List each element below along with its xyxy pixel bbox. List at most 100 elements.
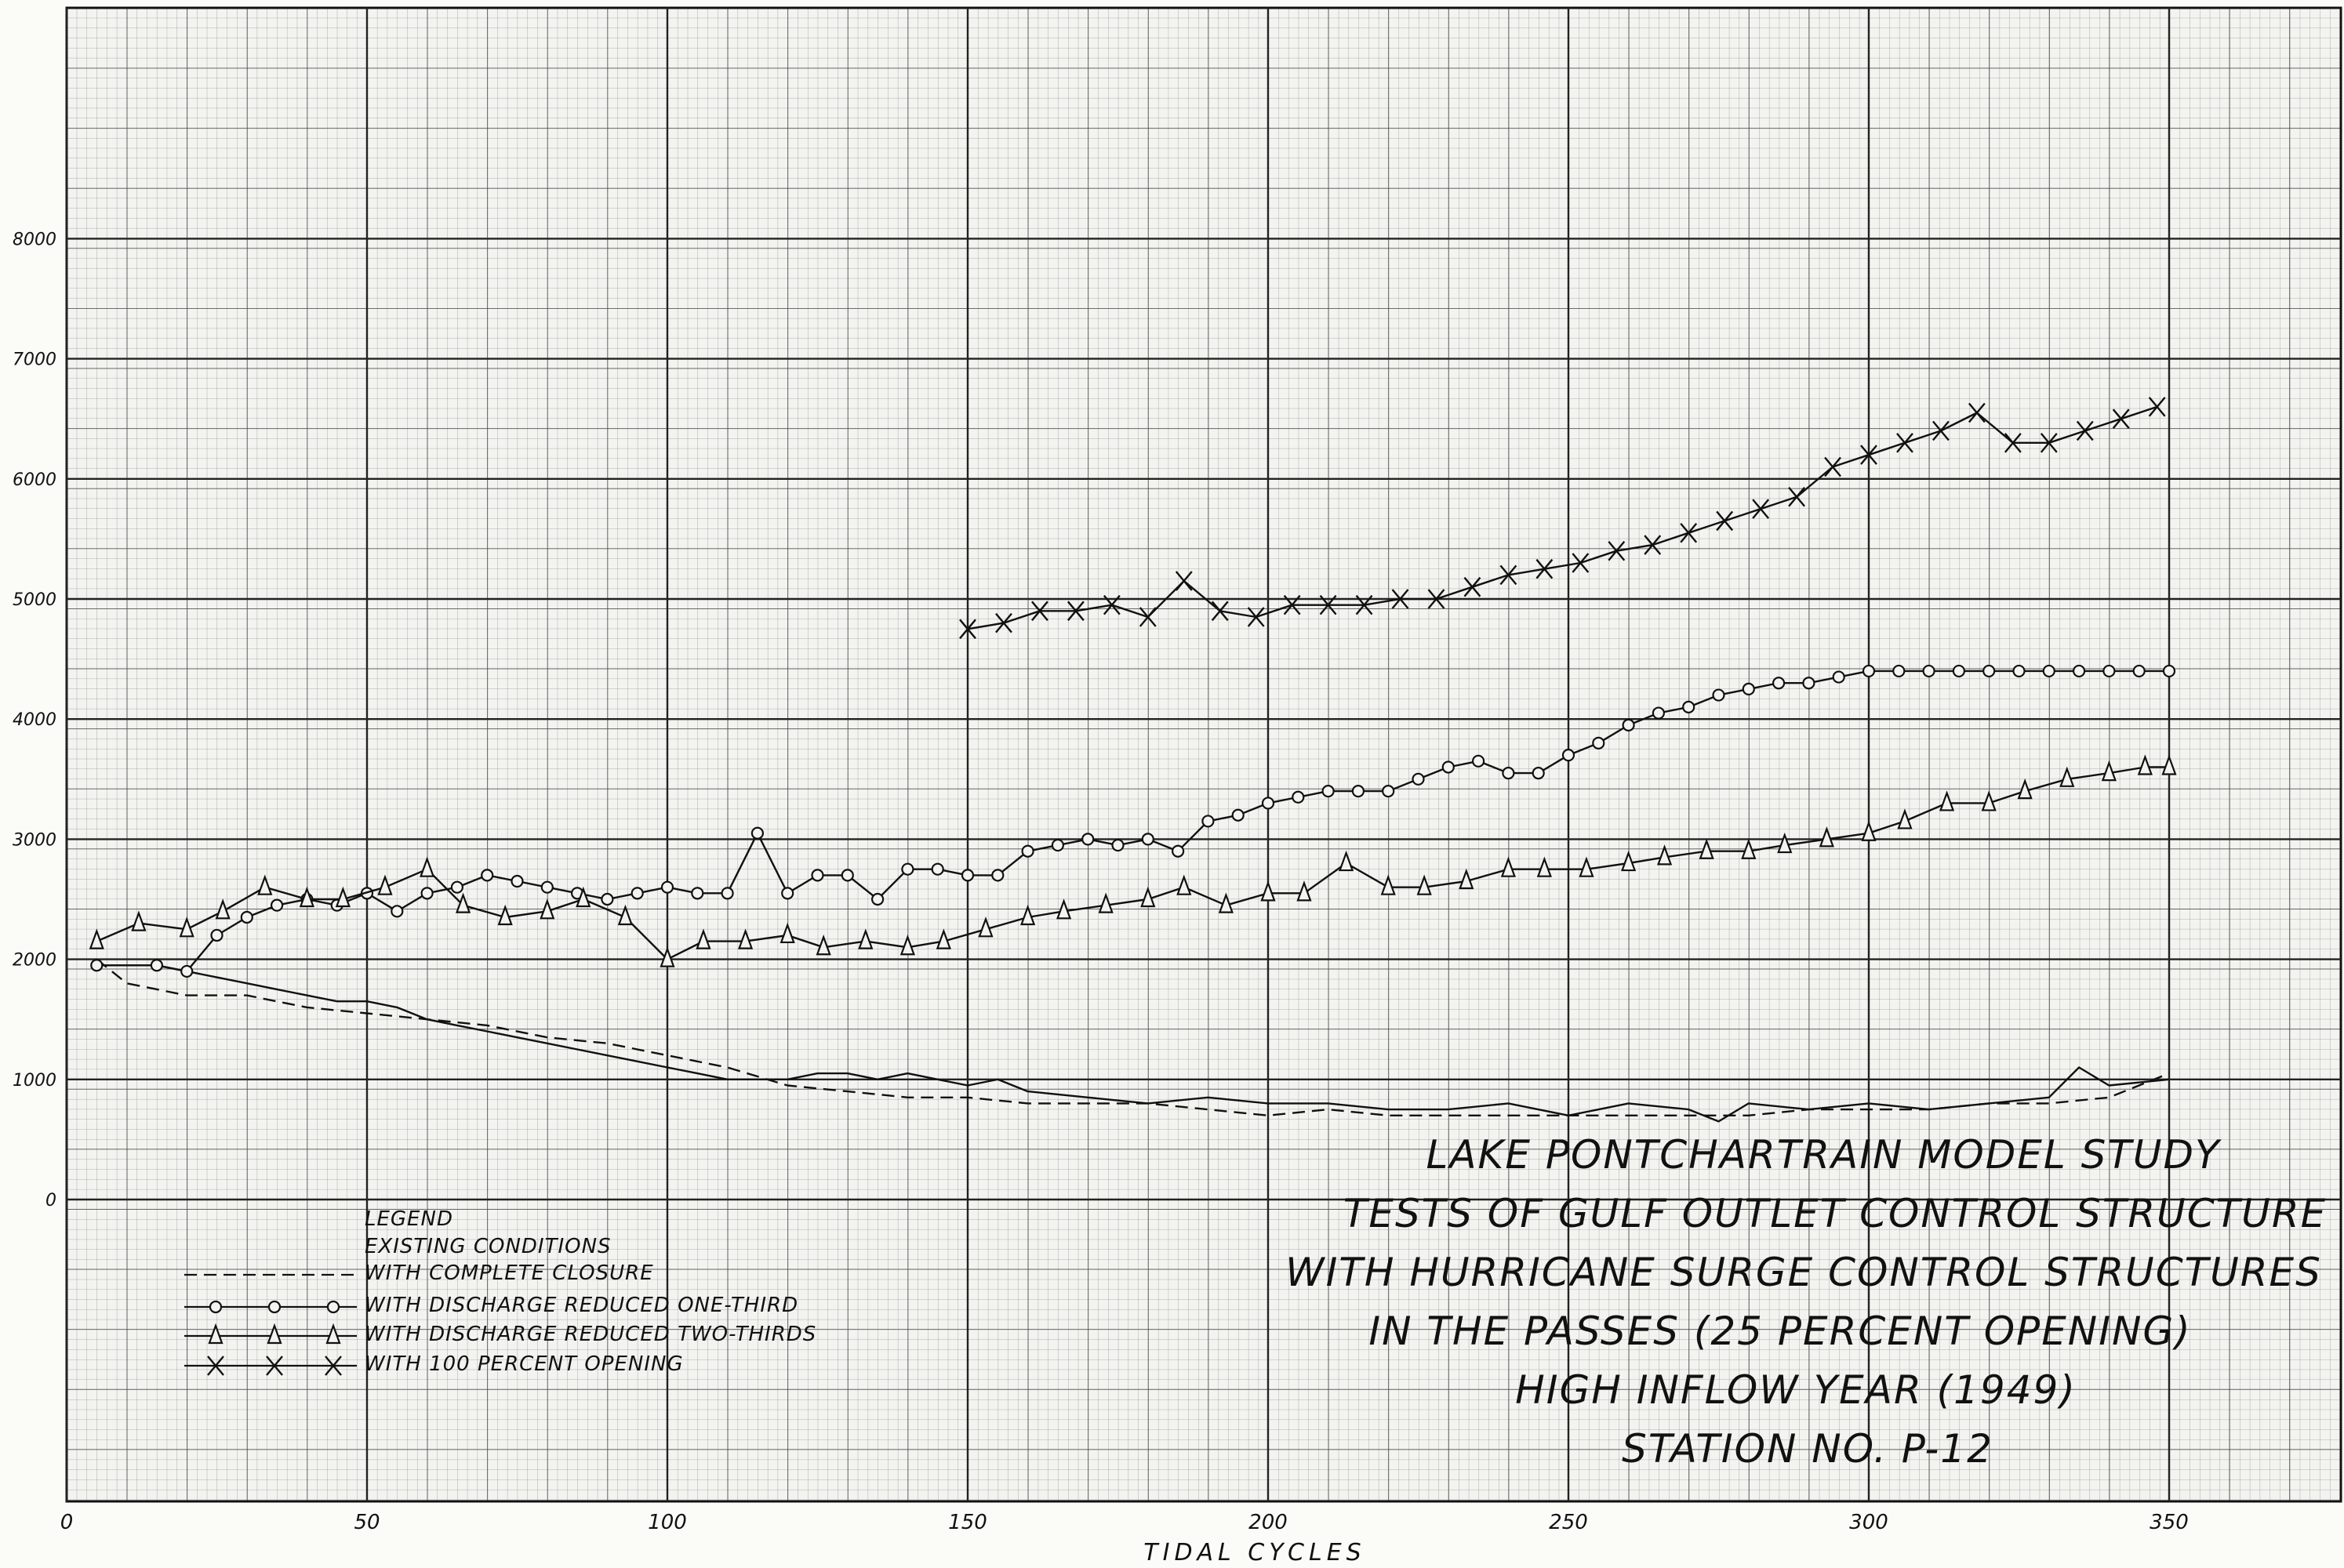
data-point-circle bbox=[422, 887, 433, 898]
x-axis-tick-labels: 0 50 100 150 200 250 300 350 bbox=[60, 1511, 2189, 1534]
data-point-circle bbox=[1383, 786, 1394, 797]
data-point-circle bbox=[1052, 840, 1063, 851]
legend-entry-label: WITH DISCHARGE REDUCED TWO-THIRDS bbox=[365, 1323, 816, 1346]
data-point-circle bbox=[328, 1301, 339, 1312]
data-point-circle bbox=[1263, 797, 1274, 808]
data-point-circle bbox=[692, 887, 703, 898]
data-point-circle bbox=[91, 960, 102, 971]
data-point-circle bbox=[1863, 666, 1874, 677]
data-point-circle bbox=[2134, 666, 2145, 677]
data-point-circle bbox=[1082, 833, 1093, 844]
data-point-circle bbox=[1292, 792, 1303, 803]
data-point-circle bbox=[1413, 774, 1424, 785]
title-line: HIGH INFLOW YEAR (1949) bbox=[1515, 1367, 2077, 1413]
x-tick-label: 200 bbox=[1248, 1511, 1288, 1534]
data-point-circle bbox=[512, 876, 523, 887]
data-point-circle bbox=[1023, 846, 1034, 857]
data-point-circle bbox=[181, 966, 192, 977]
data-point-circle bbox=[722, 887, 733, 898]
data-point-circle bbox=[842, 869, 853, 880]
x-tick-label: 250 bbox=[1549, 1511, 1588, 1534]
y-tick-label: 0 bbox=[45, 1191, 56, 1210]
data-point-circle bbox=[1924, 666, 1935, 677]
data-point-circle bbox=[1233, 810, 1244, 821]
title-line: WITH HURRICANE SURGE CONTROL STRUCTURES bbox=[1285, 1250, 2322, 1295]
y-axis-tick-labels: 0 1000 2000 3000 4000 5000 6000 7000 8000 bbox=[13, 230, 56, 1210]
data-point-circle bbox=[2014, 666, 2025, 677]
data-point-circle bbox=[1713, 690, 1724, 701]
y-tick-label: 8000 bbox=[13, 230, 56, 249]
data-point-circle bbox=[902, 864, 913, 875]
x-tick-label: 0 bbox=[60, 1511, 74, 1534]
data-point-circle bbox=[212, 930, 223, 941]
data-point-circle bbox=[269, 1301, 280, 1312]
data-point-circle bbox=[1833, 672, 1844, 683]
data-point-circle bbox=[151, 960, 162, 971]
title-line: LAKE PONTCHARTRAIN MODEL STUDY bbox=[1426, 1132, 2221, 1178]
title-line: TESTS OF GULF OUTLET CONTROL STRUCTURE bbox=[1343, 1191, 2327, 1236]
legend-entry-label: EXISTING CONDITIONS bbox=[365, 1235, 612, 1258]
data-point-circle bbox=[782, 887, 793, 898]
data-point-circle bbox=[752, 828, 763, 839]
data-point-circle bbox=[962, 869, 973, 880]
data-point-circle bbox=[1953, 666, 1964, 677]
data-point-circle bbox=[632, 887, 643, 898]
title-line: STATION NO. P-12 bbox=[1622, 1426, 1993, 1472]
data-point-circle bbox=[1353, 786, 1364, 797]
data-point-circle bbox=[1202, 815, 1213, 826]
y-tick-label: 4000 bbox=[13, 710, 56, 730]
y-tick-label: 6000 bbox=[13, 470, 56, 490]
y-tick-label: 1000 bbox=[13, 1071, 56, 1091]
legend-entry: EXISTING CONDITIONS bbox=[365, 1235, 612, 1258]
data-point-circle bbox=[1113, 840, 1124, 851]
data-point-circle bbox=[210, 1301, 221, 1312]
y-tick-label: 3000 bbox=[13, 830, 56, 850]
data-point-circle bbox=[452, 882, 463, 893]
data-point-circle bbox=[1172, 846, 1183, 857]
data-point-circle bbox=[482, 869, 492, 880]
data-point-circle bbox=[2044, 666, 2055, 677]
x-tick-label: 100 bbox=[648, 1511, 687, 1534]
data-point-circle bbox=[601, 894, 612, 905]
data-point-circle bbox=[812, 869, 823, 880]
data-point-circle bbox=[1803, 677, 1814, 688]
data-point-circle bbox=[872, 894, 883, 905]
data-point-circle bbox=[391, 906, 402, 916]
data-point-circle bbox=[2103, 666, 2114, 677]
data-point-circle bbox=[1653, 708, 1664, 719]
legend-entry-label: WITH DISCHARGE REDUCED ONE-THIRD bbox=[365, 1294, 798, 1317]
data-point-circle bbox=[932, 864, 943, 875]
data-point-circle bbox=[1623, 720, 1634, 731]
data-point-circle bbox=[2073, 666, 2084, 677]
y-tick-label: 7000 bbox=[13, 350, 56, 370]
data-point-circle bbox=[1683, 702, 1694, 713]
data-point-circle bbox=[242, 912, 253, 923]
x-axis-title: TIDAL CYCLES bbox=[1143, 1539, 1365, 1566]
legend-entry-label: WITH 100 PERCENT OPENING bbox=[365, 1352, 684, 1376]
legend-title: LEGEND bbox=[365, 1207, 453, 1231]
x-tick-label: 50 bbox=[354, 1511, 380, 1534]
data-point-circle bbox=[271, 900, 282, 911]
data-point-circle bbox=[1323, 786, 1334, 797]
data-point-circle bbox=[1893, 666, 1904, 677]
data-point-circle bbox=[1593, 738, 1604, 749]
y-tick-label: 2000 bbox=[13, 951, 56, 971]
x-tick-label: 300 bbox=[1849, 1511, 1888, 1534]
legend-entry-label: WITH COMPLETE CLOSURE bbox=[365, 1261, 654, 1285]
x-tick-label: 150 bbox=[948, 1511, 987, 1534]
data-point-circle bbox=[1473, 756, 1484, 767]
data-point-circle bbox=[1443, 761, 1454, 772]
data-point-circle bbox=[542, 882, 553, 893]
y-tick-label: 5000 bbox=[13, 590, 56, 610]
data-point-circle bbox=[1533, 768, 1544, 779]
data-point-circle bbox=[2164, 666, 2175, 677]
data-point-circle bbox=[992, 869, 1003, 880]
data-point-circle bbox=[1143, 833, 1154, 844]
x-tick-label: 350 bbox=[2150, 1511, 2189, 1534]
data-point-circle bbox=[1743, 684, 1754, 695]
data-point-circle bbox=[662, 882, 673, 893]
data-point-circle bbox=[1563, 750, 1574, 760]
title-line: IN THE PASSES (25 PERCENT OPENING) bbox=[1368, 1308, 2191, 1354]
data-point-circle bbox=[1983, 666, 1994, 677]
